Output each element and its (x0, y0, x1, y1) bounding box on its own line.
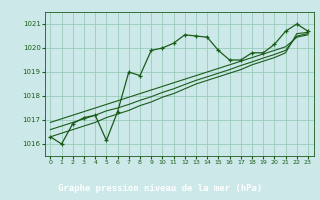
Text: Graphe pression niveau de la mer (hPa): Graphe pression niveau de la mer (hPa) (58, 184, 262, 193)
